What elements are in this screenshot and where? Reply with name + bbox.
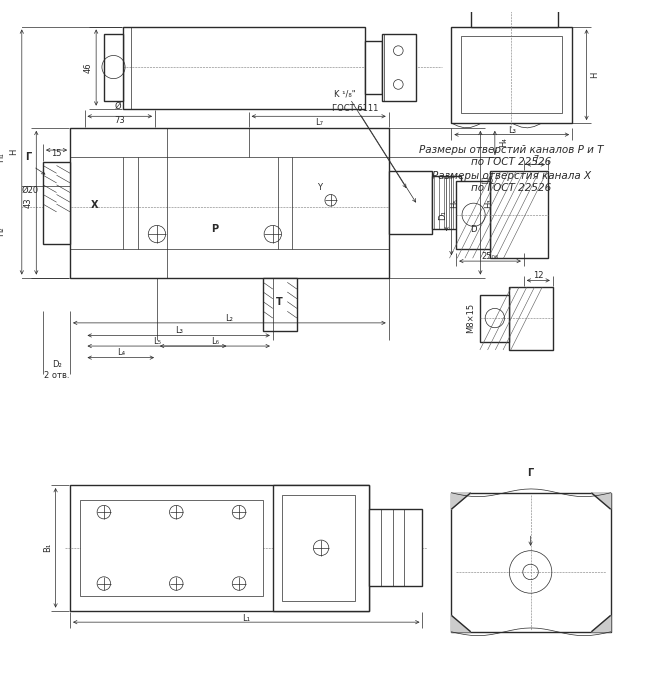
Text: Ø20: Ø20 <box>21 186 38 195</box>
Bar <box>389 171 432 234</box>
Text: M8×15: M8×15 <box>466 303 476 333</box>
Text: 2 отв.: 2 отв. <box>44 370 69 379</box>
Text: 15: 15 <box>52 149 62 158</box>
Polygon shape <box>592 615 610 632</box>
Text: H₃: H₃ <box>484 198 493 208</box>
Text: 12: 12 <box>533 271 543 280</box>
Bar <box>80 500 263 596</box>
Text: Y: Y <box>317 183 322 193</box>
Bar <box>369 509 423 587</box>
Text: H₄: H₄ <box>498 138 508 147</box>
Text: Г: Г <box>25 152 31 162</box>
Bar <box>452 26 572 123</box>
Bar <box>364 41 382 94</box>
Text: Г: Г <box>527 468 534 478</box>
Polygon shape <box>592 493 610 509</box>
Text: 7: 7 <box>533 155 539 164</box>
Text: L₅: L₅ <box>153 336 161 345</box>
Text: Размеры отверстия канала X: Размеры отверстия канала X <box>431 171 591 181</box>
Text: H₅: H₅ <box>450 198 460 208</box>
Bar <box>452 493 610 632</box>
Text: по ГОСТ 22526: по ГОСТ 22526 <box>471 156 551 167</box>
Bar <box>70 485 369 611</box>
Text: B₁: B₁ <box>43 543 52 553</box>
Text: L₃: L₃ <box>508 126 516 136</box>
Bar <box>509 287 553 350</box>
Bar <box>70 128 389 277</box>
Text: H: H <box>590 72 600 78</box>
Text: D₁: D₁ <box>439 210 448 220</box>
Bar <box>123 26 364 108</box>
Bar <box>461 186 476 220</box>
Text: 46: 46 <box>83 63 92 73</box>
Text: Размеры отверстий каналов P и T: Размеры отверстий каналов P и T <box>419 145 604 155</box>
Text: □6: □6 <box>480 177 494 186</box>
Bar <box>273 485 369 611</box>
Text: P: P <box>211 224 218 234</box>
Text: D₂: D₂ <box>52 360 62 369</box>
Text: T: T <box>276 297 283 306</box>
Bar <box>490 171 548 259</box>
Text: H₁: H₁ <box>0 152 5 162</box>
Bar <box>104 34 123 101</box>
Bar <box>456 181 490 249</box>
Text: X: X <box>90 200 98 210</box>
Bar <box>43 162 70 244</box>
Text: 25₀₆: 25₀₆ <box>481 252 498 261</box>
Text: L₄: L₄ <box>117 348 125 357</box>
Bar <box>382 34 415 101</box>
Polygon shape <box>452 615 471 632</box>
Text: L₂: L₂ <box>225 313 233 322</box>
Text: H₂: H₂ <box>0 227 5 236</box>
Bar <box>432 176 461 229</box>
Text: 43: 43 <box>23 197 32 208</box>
Text: L₇: L₇ <box>315 117 323 126</box>
Text: по ГОСТ 22526: по ГОСТ 22526 <box>471 183 551 193</box>
Bar <box>283 495 355 601</box>
Text: L₃: L₃ <box>175 326 183 335</box>
Bar <box>263 277 297 331</box>
Text: L₆: L₆ <box>211 336 219 345</box>
Text: D: D <box>470 224 477 234</box>
Polygon shape <box>452 493 471 509</box>
Text: H: H <box>9 149 18 155</box>
Bar <box>461 36 562 113</box>
Bar <box>471 2 557 26</box>
Bar <box>480 295 509 342</box>
Text: L₁: L₁ <box>243 614 251 623</box>
Text: Ø: Ø <box>115 102 122 111</box>
Text: K ¹/₈": K ¹/₈" <box>334 90 356 99</box>
Text: ГОСТ 6111: ГОСТ 6111 <box>332 104 378 113</box>
Text: 73: 73 <box>115 115 125 124</box>
